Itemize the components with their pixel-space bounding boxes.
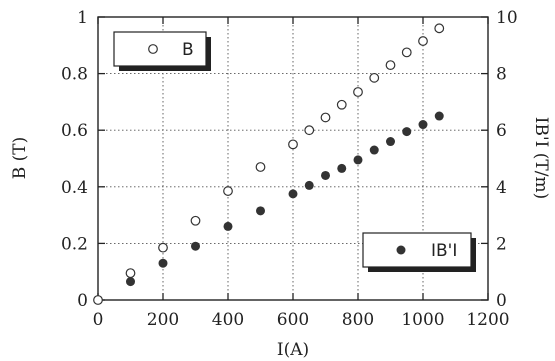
y-axis-label: B (T)	[10, 137, 30, 180]
b-data-point	[93, 295, 103, 305]
b-data-point	[125, 268, 136, 279]
b-data-point	[369, 72, 380, 83]
b-data-point	[353, 87, 363, 97]
bprime-data-point	[191, 241, 200, 251]
x-tick-label: 200	[147, 310, 179, 330]
b-data-point	[336, 99, 347, 110]
y-tick-label: 0	[77, 291, 88, 311]
b-data-point	[434, 23, 445, 34]
y2-tick-label: 10	[496, 8, 518, 28]
b-data-point	[385, 60, 396, 71]
b-data-point	[190, 215, 201, 226]
bprime-data-point	[353, 155, 363, 165]
legend-bprime: IB'I	[362, 232, 476, 272]
y2-tick-label: 6	[496, 121, 507, 141]
x-tick-label: 1200	[466, 310, 509, 330]
x-tick-label: 800	[342, 310, 374, 330]
x-tick-label: 1000	[401, 310, 444, 330]
bprime-data-point	[369, 145, 379, 155]
legend-bprime-label: IB'I	[431, 241, 457, 261]
x-tick-label: 400	[212, 310, 244, 330]
y2-axis-label: IB'I (T/m)	[531, 117, 551, 199]
y-tick-label: 0.6	[61, 121, 88, 141]
bprime-data-point	[304, 180, 314, 190]
bprime-data-point	[434, 111, 444, 121]
ticks-layer: 0 200 400 600 800 1000 120000.20.40.60.8102468…	[61, 8, 518, 330]
bprime-data-point	[158, 258, 168, 268]
b-data-point	[418, 36, 428, 46]
y2-tick-label: 2	[496, 234, 507, 254]
y-tick-label: 0.4	[61, 178, 88, 198]
legend-b-label: B	[182, 40, 194, 60]
b-data-point	[158, 242, 168, 253]
legend-b: B	[113, 31, 211, 71]
legend-bprime-box	[362, 232, 472, 268]
y2-tick-label: 0	[496, 291, 507, 311]
b-data-point	[304, 125, 315, 136]
x-tick-label: 600	[277, 310, 309, 330]
b-data-point	[223, 186, 233, 196]
bprime-data-point	[402, 127, 412, 137]
b-data-point	[288, 139, 298, 150]
y2-tick-label: 8	[496, 65, 507, 85]
b-data-point	[255, 162, 266, 172]
y2-tick-label: 4	[496, 178, 507, 198]
y-tick-label: 0.8	[61, 65, 88, 85]
x-tick-label: 0	[93, 310, 104, 330]
bprime-data-point	[386, 137, 395, 147]
legend-b-marker	[148, 44, 158, 54]
bprime-data-point	[256, 206, 265, 216]
legend-bprime-marker	[396, 245, 406, 255]
bprime-data-point	[321, 170, 330, 180]
bprime-data-point	[418, 120, 428, 130]
bprime-data-point	[223, 221, 233, 231]
bprime-data-point	[337, 163, 347, 173]
series-layer	[93, 23, 445, 305]
bprime-data-point	[126, 277, 135, 287]
b-data-point	[320, 112, 331, 123]
y-tick-label: 0.2	[61, 234, 88, 254]
legend-b-box	[113, 31, 207, 67]
y-tick-label: 1	[77, 8, 88, 28]
bprime-data-point	[288, 189, 298, 199]
x-axis-label: I(A)	[277, 340, 309, 360]
b-data-point	[401, 47, 412, 58]
